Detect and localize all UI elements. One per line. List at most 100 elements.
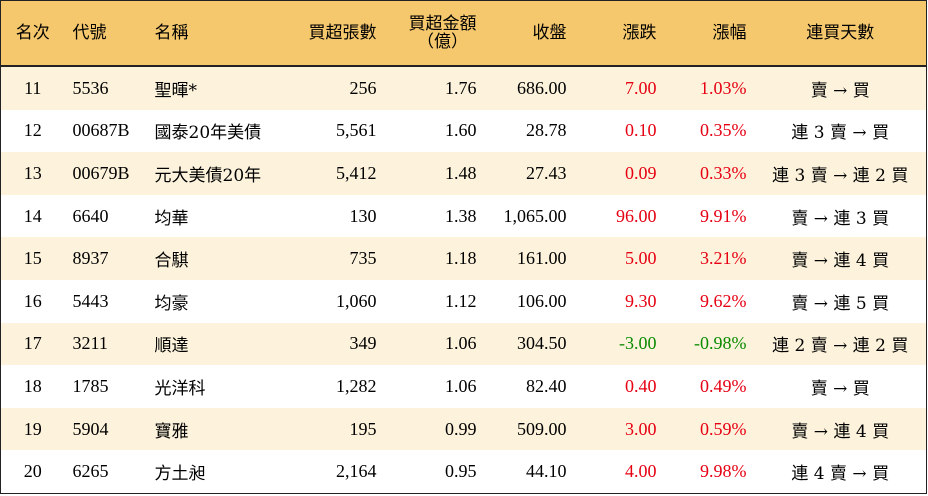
- header-net-amount-line1: 買超金額: [408, 14, 477, 34]
- cell-net-amount: 0.99: [384, 407, 485, 451]
- table-header: 名次 代號 名稱 買超張數 買超金額 （億） 收盤 漲跌 漲幅 連買天數: [0, 0, 927, 67]
- cell-change: 0.09: [574, 152, 665, 195]
- cell-close: 82.40: [484, 365, 575, 408]
- cell-rank: 19: [0, 407, 65, 451]
- cell-streak: 賣 → 連 5 買: [754, 279, 927, 323]
- cell-change-pct: -0.98%: [664, 322, 755, 366]
- header-code: 代號: [64, 0, 147, 67]
- header-row: 名次 代號 名稱 買超張數 買超金額 （億） 收盤 漲跌 漲幅 連買天數: [0, 0, 927, 67]
- cell-rank: 13: [0, 152, 65, 195]
- cell-rank: 16: [0, 279, 65, 323]
- cell-name: 光洋科: [146, 365, 289, 408]
- cell-net-amount: 1.18: [384, 237, 485, 280]
- cell-net-lots: 5,561: [288, 109, 385, 153]
- cell-change-pct: 0.33%: [664, 152, 755, 195]
- cell-change-pct: 9.91%: [664, 194, 755, 238]
- table-row: 20 6265 方土昶 2,164 0.95 44.10 4.00 9.98% 連 4 賣 → …: [0, 450, 927, 494]
- cell-change: 7.00: [574, 66, 665, 110]
- cell-change-pct: 9.62%: [664, 279, 755, 323]
- cell-name: 順達: [146, 322, 289, 366]
- table-row: 16 5443 均豪 1,060 1.12 106.00 9.30 9.62% 賣 → 連 5 …: [0, 279, 927, 323]
- cell-net-amount: 1.06: [384, 365, 485, 408]
- header-name: 名稱: [146, 0, 289, 67]
- table-row: 19 5904 寶雅 195 0.99 509.00 3.00 0.59% 賣 → 連 4 買: [0, 407, 927, 451]
- cell-close: 686.00: [484, 66, 575, 110]
- table-row: 12 00687B 國泰20年美債 5,561 1.60 28.78 0.10 0.35% 連 …: [0, 109, 927, 153]
- cell-rank: 11: [0, 66, 65, 110]
- cell-streak: 賣 → 連 4 買: [754, 237, 927, 280]
- table-row: 17 3211 順達 349 1.06 304.50 -3.00 -0.98% 連 2 賣 → …: [0, 322, 927, 366]
- cell-net-lots: 130: [288, 194, 385, 238]
- cell-change: -3.00: [574, 322, 665, 366]
- cell-net-lots: 256: [288, 66, 385, 110]
- cell-close: 27.43: [484, 152, 575, 195]
- cell-change: 3.00: [574, 407, 665, 451]
- cell-net-amount: 1.60: [384, 109, 485, 153]
- cell-name: 寶雅: [146, 407, 289, 451]
- cell-net-lots: 349: [288, 322, 385, 366]
- cell-change: 0.40: [574, 365, 665, 408]
- cell-name: 合騏: [146, 237, 289, 280]
- cell-change: 96.00: [574, 194, 665, 238]
- header-close: 收盤: [484, 0, 575, 67]
- cell-code: 5536: [64, 66, 147, 110]
- table-row: 11 5536 聖暉* 256 1.76 686.00 7.00 1.03% 賣 → 買: [0, 66, 927, 110]
- cell-rank: 20: [0, 450, 65, 494]
- table-row: 13 00679B 元大美債20年 5,412 1.48 27.43 0.09 0.33% 連 …: [0, 152, 927, 195]
- cell-net-amount: 1.38: [384, 194, 485, 238]
- table-row: 15 8937 合騏 735 1.18 161.00 5.00 3.21% 賣 → 連 4 買: [0, 237, 927, 280]
- cell-streak: 連 2 賣 → 連 2 買: [754, 322, 927, 366]
- header-streak: 連買天數: [754, 0, 927, 67]
- cell-net-amount: 1.76: [384, 66, 485, 110]
- cell-net-amount: 1.48: [384, 152, 485, 195]
- cell-net-amount: 1.12: [384, 279, 485, 323]
- cell-rank: 15: [0, 237, 65, 280]
- cell-streak: 賣 → 連 4 買: [754, 407, 927, 451]
- cell-code: 5904: [64, 407, 147, 451]
- cell-change: 0.10: [574, 109, 665, 153]
- cell-net-amount: 0.95: [384, 450, 485, 494]
- cell-name: 元大美債20年: [146, 152, 289, 195]
- cell-code: 1785: [64, 365, 147, 408]
- cell-code: 6640: [64, 194, 147, 238]
- cell-change-pct: 1.03%: [664, 66, 755, 110]
- cell-name: 均豪: [146, 279, 289, 323]
- cell-close: 28.78: [484, 109, 575, 153]
- cell-net-amount: 1.06: [384, 322, 485, 366]
- cell-streak: 賣 → 買: [754, 365, 927, 408]
- cell-change: 9.30: [574, 279, 665, 323]
- cell-close: 106.00: [484, 279, 575, 323]
- cell-name: 國泰20年美債: [146, 109, 289, 153]
- cell-name: 聖暉*: [146, 66, 289, 110]
- header-net-lots: 買超張數: [288, 0, 385, 67]
- cell-rank: 14: [0, 194, 65, 238]
- cell-close: 44.10: [484, 450, 575, 494]
- cell-rank: 18: [0, 365, 65, 408]
- cell-net-lots: 2,164: [288, 450, 385, 494]
- cell-net-lots: 1,060: [288, 279, 385, 323]
- cell-net-lots: 735: [288, 237, 385, 280]
- header-net-amount: 買超金額 （億）: [384, 0, 485, 67]
- cell-code: 8937: [64, 237, 147, 280]
- cell-code: 6265: [64, 450, 147, 494]
- cell-rank: 12: [0, 109, 65, 153]
- cell-close: 161.00: [484, 237, 575, 280]
- cell-change-pct: 9.98%: [664, 450, 755, 494]
- header-change-pct: 漲幅: [664, 0, 755, 67]
- header-net-amount-wrap: 買超金額 （億）: [409, 15, 477, 51]
- cell-code: 3211: [64, 322, 147, 366]
- cell-net-lots: 195: [288, 407, 385, 451]
- cell-close: 304.50: [484, 322, 575, 366]
- cell-code: 00687B: [64, 109, 147, 153]
- cell-change-pct: 3.21%: [664, 237, 755, 280]
- header-change: 漲跌: [574, 0, 665, 67]
- cell-change-pct: 0.35%: [664, 109, 755, 153]
- cell-streak: 賣 → 連 3 買: [754, 194, 927, 238]
- header-rank: 名次: [0, 0, 65, 67]
- cell-name: 方土昶: [146, 450, 289, 494]
- cell-streak: 連 4 賣 → 買: [754, 450, 927, 494]
- table-row: 14 6640 均華 130 1.38 1,065.00 96.00 9.91% 賣 → 連 3…: [0, 194, 927, 238]
- table-body: 11 5536 聖暉* 256 1.76 686.00 7.00 1.03% 賣 → 買 12 00…: [0, 66, 927, 494]
- cell-code: 5443: [64, 279, 147, 323]
